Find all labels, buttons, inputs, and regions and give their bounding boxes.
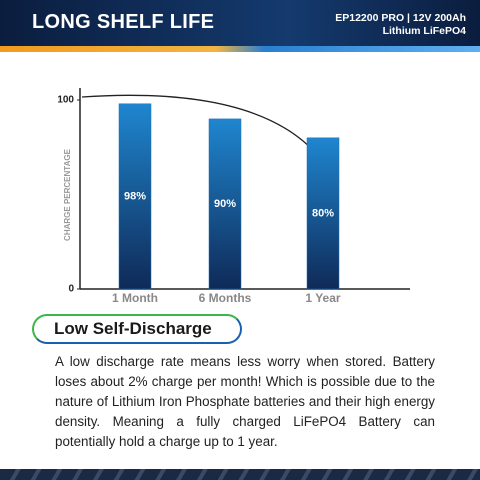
y-axis-label: CHARGE PERCENTAGE [63,148,72,241]
section-heading: Low Self-Discharge [32,314,242,344]
y-tick-label: 100 [57,95,74,106]
value-label: 98% [124,190,146,202]
header-title: LONG SHELF LIFE [32,11,215,33]
chart: CHARGE PERCENTAGE 0 100 1 Month 98% 6 Months… [57,88,410,305]
bar [118,103,152,290]
header: LONG SHELF LIFE EP12200 PRO | 12V 200Ah … [0,0,480,52]
x-tick-label: 1 Year [305,291,340,305]
chemistry: Lithium LiFePO4 [382,25,466,37]
model: EP12200 PRO | 12V 200Ah [335,12,466,24]
x-tick-label: 1 Month [112,291,158,305]
header-stripe [0,46,480,52]
x-tick-label: 6 Months [199,291,252,305]
bar [208,118,242,290]
y-tick-label: 0 [68,284,74,295]
footer-stripe [0,469,480,480]
trend-arrow [81,94,321,159]
value-label: 90% [214,198,236,210]
value-label: 80% [312,207,334,219]
bar [306,137,340,290]
section-body: A low discharge rate means less worry wh… [55,354,435,449]
